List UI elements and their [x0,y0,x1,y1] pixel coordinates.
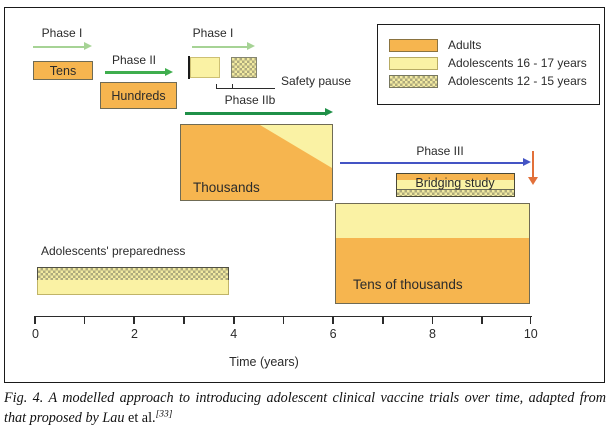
caption-line-2-italic: that proposed by Lau [4,410,129,427]
x-axis-tick-2 [133,315,136,324]
thousands-adolescent-wedge [260,125,332,168]
safety-pause-label: Safety pause [281,73,352,88]
adolescent-phase-i-16-17-segment [190,56,220,78]
safety-pause-leader-line [216,88,275,90]
x-axis-tick-0 [34,315,36,324]
x-axis-tick-8 [431,315,434,324]
x-axis-tick-4 [232,315,235,324]
tot-adults-band [336,238,529,303]
x-axis-tick-label-4: 4 [230,327,238,341]
caption-line-2: that proposed by Lau et al.[33] [4,408,606,428]
adolescents-preparedness-label: Adolescents' preparedness [41,244,186,258]
legend-swatch-adolescents-12-15 [389,74,438,88]
legend-label-adults: Adults [448,38,482,52]
milestone-start-line [187,55,191,79]
phase-iii-label: Phase III [416,144,464,158]
legend-label-adolescents-16-17: Adolescents 16 - 17 years [448,55,587,70]
figure-caption: Fig. 4. A modelled approach to introduci… [4,388,606,428]
bridging-study-label: Bridging study [415,176,495,190]
phase-i-adolescents-label: Phase I [192,26,234,40]
bridging-16-17-band [397,180,514,189]
hundreds-box [100,82,177,109]
x-axis-tick-label-10: 10 [523,327,538,341]
caption-et-al: et al. [128,410,156,427]
tot-16-17-band [336,204,529,238]
adolescent-phase-i-12-15-segment [231,56,257,78]
safety-pause-bracket-tick-left [216,83,218,90]
x-axis-tick-9 [481,315,484,324]
hundreds-box-label: Hundreds [111,88,166,103]
tens-box [33,61,93,80]
x-axis-tick-label-2: 2 [131,327,138,341]
caption-line-1: Fig. 4. A modelled approach to introduci… [4,390,606,406]
tens-box-label: Tens [49,63,77,78]
thousands-box-label: Thousands [193,180,260,195]
x-axis-tick-1 [83,315,86,324]
x-axis-tick-10 [529,315,532,324]
bridging-12-15-band [397,188,514,196]
tens-of-thousands-box [335,203,530,304]
legend-label-adolescents-12-15: Adolescents 12 - 15 years [448,73,587,88]
x-axis-tick-3 [183,315,185,324]
x-axis-tick-label-6: 6 [329,327,337,341]
phase-ii-label: Phase II [111,53,157,67]
bridging-study-box [396,173,515,197]
preparedness-16-17-band [37,280,229,295]
bridging-adults-band [397,174,514,181]
x-axis-tick-5 [282,315,285,324]
phase-iib-label: Phase IIb [224,92,276,107]
x-axis-tick-6 [332,315,334,324]
legend-swatch-adolescents-16-17 [389,56,438,70]
preparedness-12-15-band [37,266,229,281]
legend-swatch-adults [389,39,438,52]
x-axis-tick-label-8: 8 [429,327,436,341]
safety-pause-bracket-tick-mid [231,83,233,90]
x-axis-title: Time (years) [229,355,299,369]
caption-citation: [33] [155,409,173,420]
phase-i-adults-label: Phase I [41,26,83,40]
x-axis-tick-label-0: 0 [32,327,39,341]
x-axis-tick-7 [381,315,384,324]
tens-of-thousands-label: Tens of thousands [353,277,463,292]
thousands-box [180,124,333,201]
legend: Adults Adolescents 16 - 17 years Adolesc… [377,24,600,105]
